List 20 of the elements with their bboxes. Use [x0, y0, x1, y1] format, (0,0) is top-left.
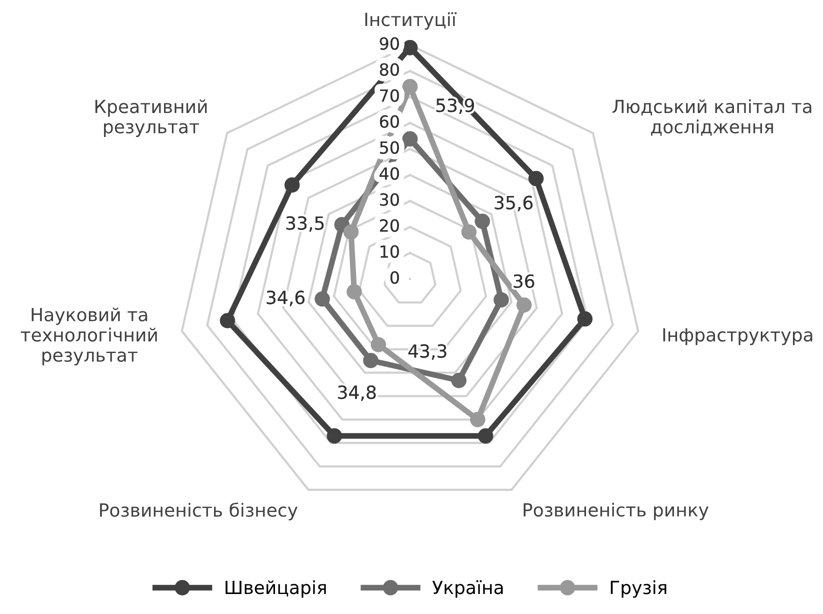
spoke-label: Розвиненість ринку — [524, 502, 708, 520]
spoke-label: Науковий та технологічний результат — [20, 308, 157, 366]
spoke-label: Інфраструктура — [663, 328, 812, 346]
legend-label: Україна — [432, 580, 503, 598]
legend-label: Швейцарія — [226, 580, 326, 598]
data-label: 35,6 — [494, 196, 533, 212]
y-tick-label: 0 — [390, 271, 399, 284]
y-tick-label: 10 — [380, 245, 399, 258]
y-tick-label: 30 — [380, 193, 399, 206]
data-label: 33,5 — [286, 216, 324, 232]
data-label: 34,6 — [266, 290, 304, 306]
data-label: 36 — [514, 274, 534, 288]
data-label: 43,3 — [408, 344, 446, 360]
spoke-label: Креативний результат — [95, 99, 207, 137]
spoke-label: Інституції — [365, 12, 457, 30]
y-tick-label: 20 — [380, 219, 399, 232]
legend-label: Грузія — [610, 580, 666, 598]
spoke-label: Людський капітал та дослідження — [612, 99, 812, 136]
spoke-label: Розвиненість бізнесу — [100, 502, 298, 520]
data-label: 34,8 — [338, 385, 376, 401]
